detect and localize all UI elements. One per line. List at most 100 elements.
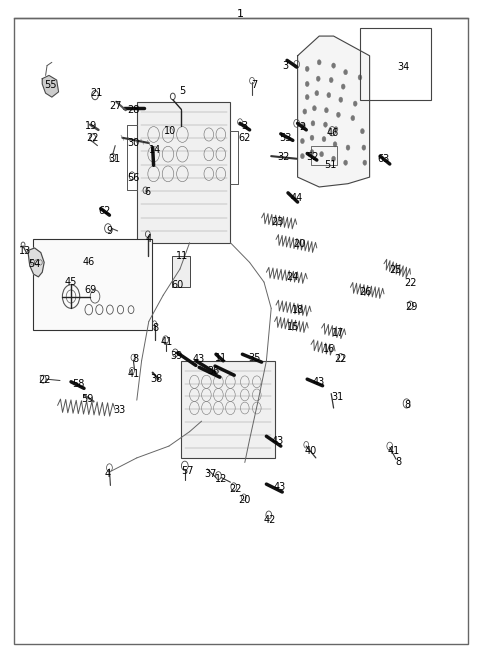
Text: 8: 8 <box>152 323 158 333</box>
Text: 46: 46 <box>83 257 95 268</box>
Circle shape <box>305 66 309 72</box>
Bar <box>172 256 190 287</box>
Circle shape <box>363 160 367 165</box>
Text: 43: 43 <box>312 377 324 387</box>
Text: 11: 11 <box>215 352 227 363</box>
Text: 28: 28 <box>127 104 140 115</box>
Text: 22: 22 <box>86 133 99 143</box>
Circle shape <box>332 156 336 161</box>
Text: 20: 20 <box>293 239 305 249</box>
Circle shape <box>351 115 355 121</box>
Text: 22: 22 <box>38 375 50 386</box>
Polygon shape <box>298 36 370 187</box>
Text: 56: 56 <box>127 173 140 184</box>
Text: 24: 24 <box>287 272 299 282</box>
Text: 37: 37 <box>204 468 216 479</box>
Text: 8: 8 <box>133 354 139 365</box>
Text: 11: 11 <box>176 251 189 261</box>
Text: 14: 14 <box>149 144 161 155</box>
Bar <box>360 28 431 100</box>
Circle shape <box>310 150 314 155</box>
Text: 44: 44 <box>290 193 303 203</box>
Circle shape <box>324 122 327 127</box>
Text: 58: 58 <box>72 379 84 389</box>
Text: 62: 62 <box>239 133 251 143</box>
Circle shape <box>310 135 314 140</box>
Text: 21: 21 <box>90 88 102 98</box>
Text: 32: 32 <box>277 152 289 163</box>
Circle shape <box>346 145 350 150</box>
Text: 4: 4 <box>105 468 111 479</box>
Text: 23: 23 <box>271 216 284 227</box>
Text: 22: 22 <box>229 483 241 494</box>
Text: 22: 22 <box>335 354 347 365</box>
Circle shape <box>317 60 321 65</box>
Text: 7: 7 <box>251 80 258 91</box>
Text: 59: 59 <box>82 394 94 404</box>
Circle shape <box>311 121 315 126</box>
Circle shape <box>344 70 348 75</box>
Text: 22: 22 <box>405 278 417 289</box>
Text: 12: 12 <box>215 474 227 484</box>
Text: 31: 31 <box>108 154 120 164</box>
Text: 20: 20 <box>239 495 251 505</box>
Circle shape <box>324 108 328 113</box>
Text: 43: 43 <box>271 436 284 446</box>
Text: 54: 54 <box>28 258 41 269</box>
Bar <box>311 146 337 165</box>
Circle shape <box>341 84 345 89</box>
Text: 33: 33 <box>113 405 125 415</box>
Circle shape <box>312 106 316 111</box>
Text: 40: 40 <box>305 446 317 457</box>
Text: 52: 52 <box>306 152 318 163</box>
Circle shape <box>333 142 337 147</box>
Text: 43: 43 <box>274 482 286 492</box>
Circle shape <box>332 63 336 68</box>
Text: 41: 41 <box>161 337 173 348</box>
Text: 8: 8 <box>396 457 401 467</box>
Bar <box>137 102 230 243</box>
Text: 42: 42 <box>264 514 276 525</box>
Circle shape <box>320 152 324 157</box>
Text: 62: 62 <box>98 206 111 216</box>
Text: 17: 17 <box>332 328 345 338</box>
Text: 69: 69 <box>84 285 96 295</box>
Text: 29: 29 <box>406 302 418 312</box>
Text: 8: 8 <box>404 400 410 411</box>
Text: 3: 3 <box>242 121 248 131</box>
Circle shape <box>303 109 307 114</box>
Circle shape <box>339 97 343 102</box>
Text: 41: 41 <box>387 446 400 457</box>
Text: 39: 39 <box>170 350 183 361</box>
Circle shape <box>336 112 340 117</box>
Polygon shape <box>42 75 59 97</box>
Circle shape <box>344 160 348 165</box>
Text: 27: 27 <box>109 101 121 112</box>
Text: 63: 63 <box>378 154 390 164</box>
Text: 57: 57 <box>181 466 193 476</box>
Text: 45: 45 <box>65 277 77 287</box>
Text: 35: 35 <box>248 352 261 363</box>
Text: 18: 18 <box>291 304 304 315</box>
Circle shape <box>329 77 333 83</box>
Text: 46: 46 <box>326 127 339 138</box>
Circle shape <box>362 145 366 150</box>
Circle shape <box>322 136 326 142</box>
Bar <box>33 239 152 330</box>
Text: 4: 4 <box>146 234 152 245</box>
Text: 1: 1 <box>237 9 243 20</box>
Text: 9: 9 <box>107 226 112 236</box>
Bar <box>181 361 275 458</box>
Text: 13: 13 <box>19 245 31 256</box>
Text: 2: 2 <box>299 122 306 133</box>
Circle shape <box>316 76 320 81</box>
Text: 6: 6 <box>144 186 150 197</box>
Text: 30: 30 <box>127 138 140 148</box>
Text: 16: 16 <box>323 344 335 354</box>
Text: 10: 10 <box>164 126 177 136</box>
Text: 15: 15 <box>287 321 299 332</box>
Polygon shape <box>28 248 44 277</box>
Circle shape <box>360 129 364 134</box>
Text: 26: 26 <box>360 287 372 297</box>
Circle shape <box>300 154 304 159</box>
